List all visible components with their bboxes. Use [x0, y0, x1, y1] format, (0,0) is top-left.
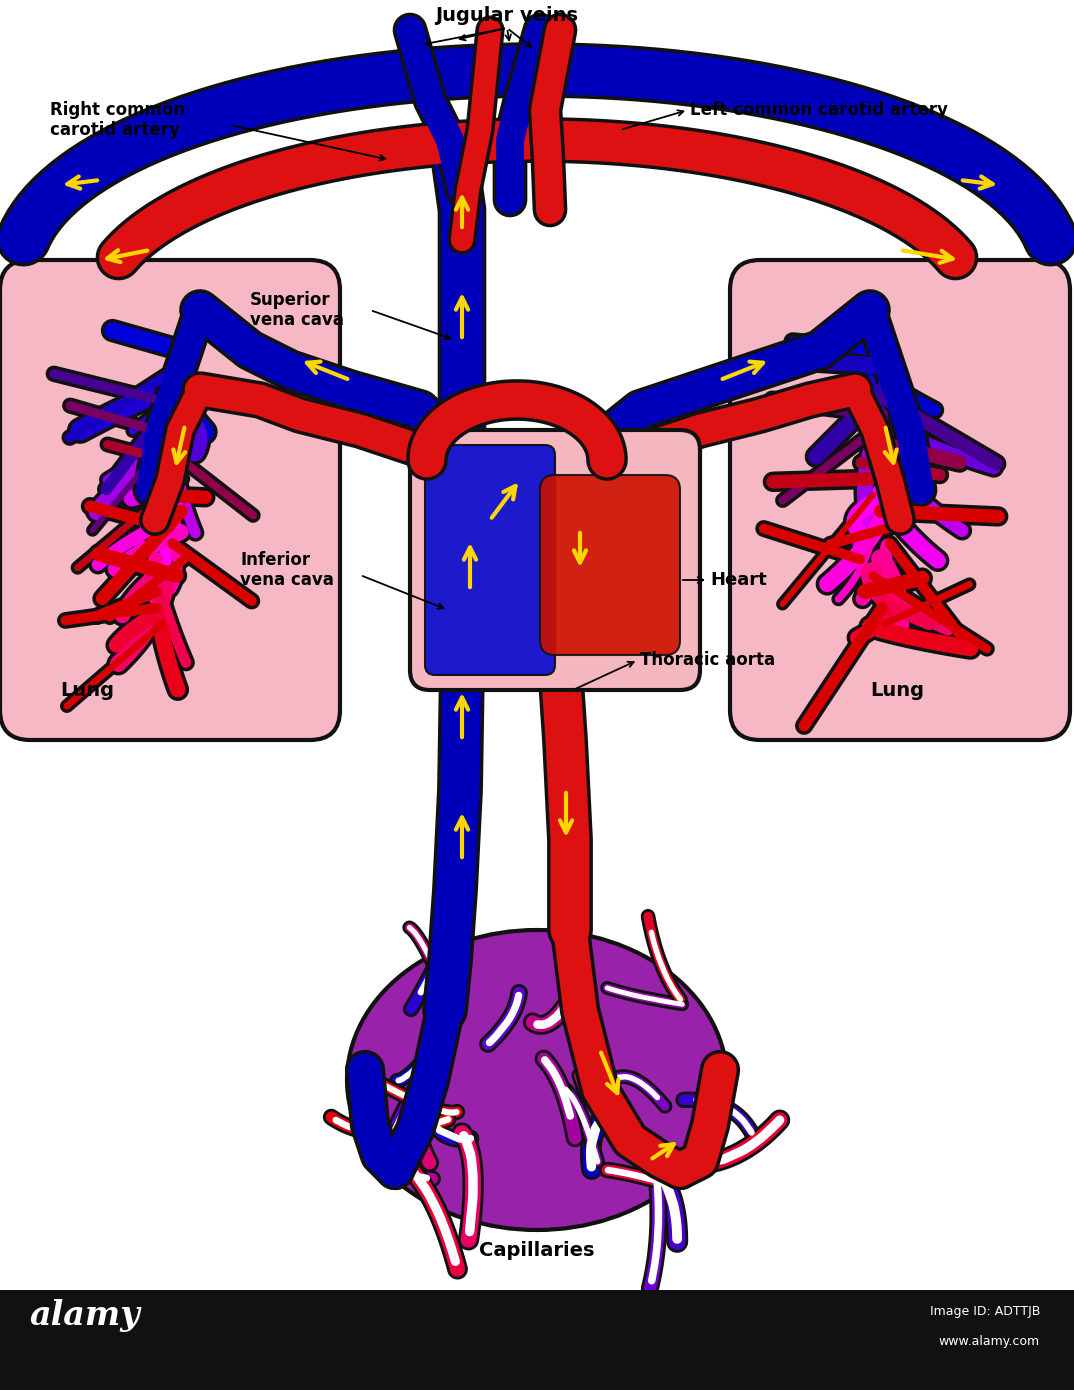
Text: Right common
carotid artery: Right common carotid artery [50, 100, 185, 139]
Text: Heart: Heart [710, 571, 767, 589]
Bar [0, 1290, 1074, 1390]
Ellipse shape [347, 930, 727, 1230]
Text: Lung: Lung [870, 681, 924, 699]
FancyBboxPatch shape [540, 475, 680, 655]
Text: Superior
vena cava: Superior vena cava [250, 291, 344, 329]
FancyBboxPatch shape [410, 430, 700, 689]
Text: Lung: Lung [60, 681, 114, 699]
Text: alamy: alamy [30, 1300, 141, 1332]
Text: www.alamy.com: www.alamy.com [939, 1334, 1040, 1348]
Text: Inferior
vena cava: Inferior vena cava [240, 550, 334, 589]
FancyBboxPatch shape [425, 445, 555, 676]
Text: Left common carotid artery: Left common carotid artery [690, 101, 948, 120]
Text: Jugular veins: Jugular veins [435, 6, 579, 25]
FancyBboxPatch shape [0, 260, 340, 739]
Text: Image ID: ADTTJB: Image ID: ADTTJB [930, 1305, 1040, 1318]
Text: Capillaries: Capillaries [479, 1240, 595, 1259]
FancyBboxPatch shape [730, 260, 1070, 739]
Text: Thoracic aorta: Thoracic aorta [640, 651, 775, 669]
